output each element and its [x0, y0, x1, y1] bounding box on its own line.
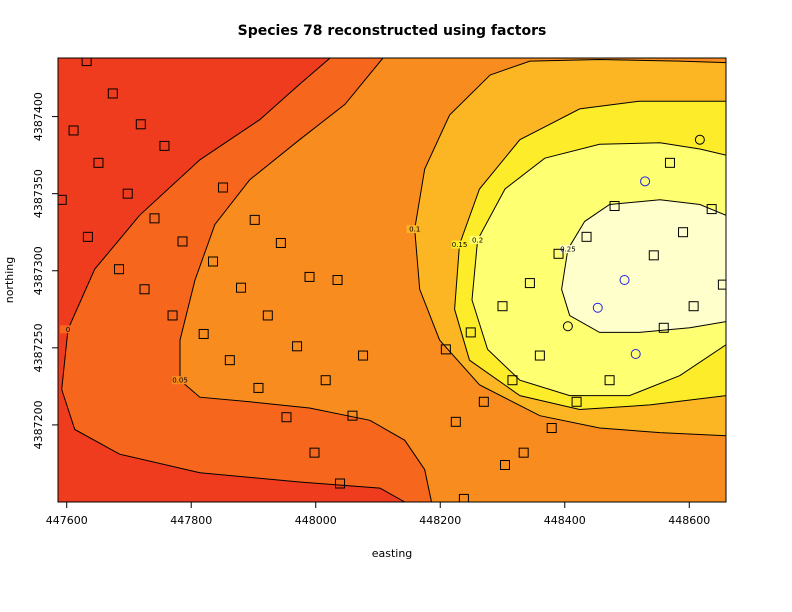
contour-label-bg — [59, 325, 76, 334]
square-point — [664, 157, 675, 168]
square-point — [262, 310, 273, 321]
y-tick-label: 4387300 — [32, 246, 45, 295]
square-point — [107, 88, 118, 99]
square-point — [309, 447, 320, 458]
square-point — [440, 344, 451, 355]
square-point — [236, 282, 247, 293]
contour-line — [471, 142, 726, 397]
y-tick-label: 4387250 — [32, 323, 45, 372]
square-point — [81, 58, 92, 67]
circle-point — [694, 134, 705, 145]
plot-frame — [57, 57, 727, 503]
square-point — [249, 214, 260, 225]
square-point — [304, 271, 315, 282]
x-tick-label: 448200 — [419, 514, 461, 527]
contour-label: 0.25 — [560, 246, 576, 254]
square-point — [149, 213, 160, 224]
contour-label: 0.2 — [472, 236, 483, 244]
square-point — [497, 301, 508, 312]
y-axis-label: northing — [3, 257, 16, 304]
circle-point — [640, 176, 651, 187]
square-point — [208, 256, 219, 267]
square-point — [465, 327, 476, 338]
square-point — [358, 350, 369, 361]
square-point — [553, 248, 564, 259]
x-axis-label: easting — [372, 547, 413, 560]
square-point — [320, 375, 331, 386]
square-point — [217, 182, 228, 193]
contour-label: 0.1 — [409, 226, 420, 234]
square-point — [571, 396, 582, 407]
square-point — [458, 493, 469, 502]
square-point — [658, 322, 669, 333]
square-point — [167, 310, 178, 321]
plot-area: 0 0.05 0.1 0.15 0.2 0.25 — [58, 58, 726, 502]
contour-label-bg — [406, 225, 423, 234]
contour-label: 0 — [66, 326, 70, 334]
square-point — [507, 375, 518, 386]
square-point — [139, 284, 150, 295]
square-point — [604, 375, 615, 386]
x-tick-label: 448000 — [295, 514, 337, 527]
contour-line — [561, 199, 726, 333]
square-point — [177, 236, 188, 247]
square-point — [499, 460, 510, 470]
square-point — [332, 275, 343, 285]
x-tick-label: 447600 — [46, 514, 88, 527]
square-point — [581, 231, 592, 242]
square-point — [135, 119, 146, 130]
x-tick-label: 448600 — [668, 514, 710, 527]
contour-label-bg — [559, 245, 576, 254]
contour-region — [561, 199, 726, 333]
square-point — [678, 227, 689, 238]
square-point — [688, 301, 699, 312]
square-point — [534, 350, 545, 361]
square-point — [275, 238, 286, 248]
square-point — [122, 188, 133, 199]
circle-point — [592, 302, 603, 313]
chart-title: Species 78 reconstructed using factors — [238, 23, 547, 39]
square-point — [546, 423, 557, 433]
y-tick-label: 4387350 — [32, 169, 45, 218]
circle-point — [630, 349, 641, 359]
circle-point — [619, 275, 630, 285]
x-tick-label: 447800 — [170, 514, 212, 527]
square-point — [68, 125, 79, 136]
square-point — [609, 201, 620, 211]
square-point — [58, 194, 67, 205]
square-point — [450, 416, 461, 427]
square-point — [253, 382, 264, 393]
square-point — [159, 140, 170, 151]
square-point — [292, 341, 303, 352]
contour-label-bg — [172, 376, 189, 385]
contour-label-bg — [451, 240, 468, 249]
square-point — [281, 412, 292, 423]
square-point — [518, 447, 529, 458]
square-point — [198, 328, 209, 339]
axes: 447600 447800 448000 448200 448400 448600 4387… — [32, 92, 710, 527]
square-point — [648, 250, 659, 261]
square-point — [93, 157, 104, 168]
square-point — [717, 279, 726, 290]
contour-label: 0.15 — [452, 241, 468, 249]
y-tick-label: 4387200 — [32, 400, 45, 449]
square-point — [524, 278, 535, 289]
contour-label: 0.05 — [172, 377, 188, 385]
contour-label-bg — [469, 235, 486, 244]
circle-point — [562, 321, 573, 332]
square-point — [335, 478, 346, 489]
square-point — [82, 231, 93, 242]
y-tick-label: 4387400 — [32, 92, 45, 141]
square-point — [114, 264, 125, 275]
contour-line — [61, 58, 406, 502]
x-tick-label: 448400 — [544, 514, 586, 527]
square-point — [224, 355, 235, 366]
square-point — [478, 396, 489, 407]
square-point — [347, 410, 358, 421]
square-point — [706, 204, 717, 215]
